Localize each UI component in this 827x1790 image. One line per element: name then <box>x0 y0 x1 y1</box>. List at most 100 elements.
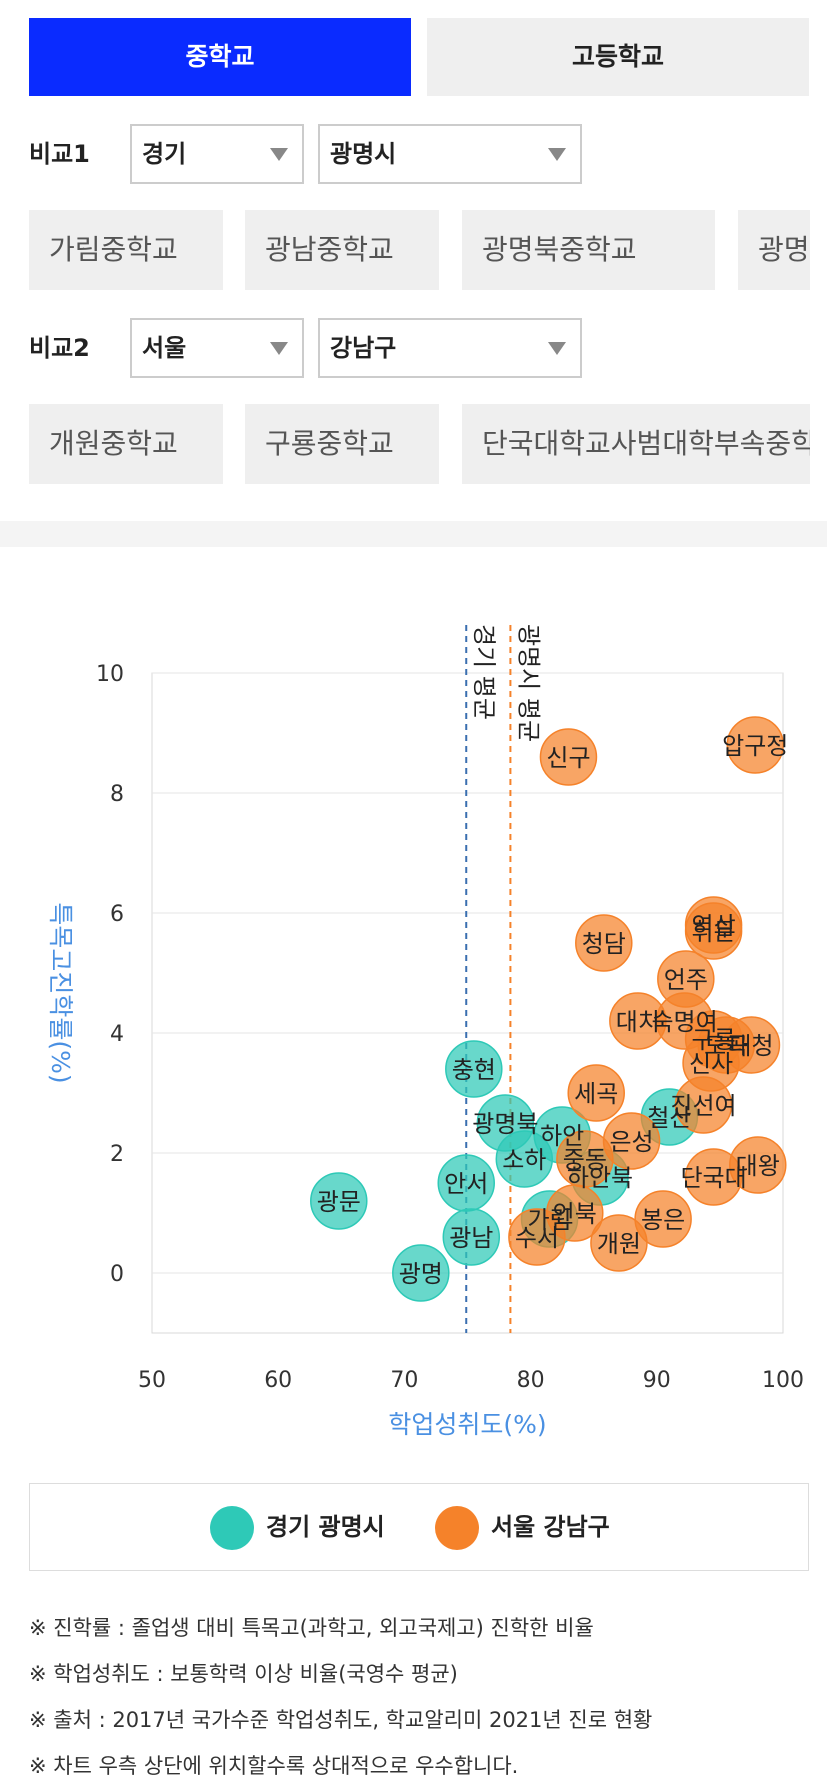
compare1-school-chip[interactable]: 광명북중학교 <box>462 210 715 290</box>
data-point-label: 소하 <box>502 1146 546 1174</box>
compare1-region-select[interactable]: 경기 <box>130 124 304 184</box>
y-axis-title: 특목고진학률(%) <box>46 902 75 1083</box>
data-point-label: 대청 <box>729 1032 773 1060</box>
footnote: ※ 차트 우측 상단에 위치할수록 상대적으로 우수합니다. <box>29 1754 519 1778</box>
legend-dot-icon <box>435 1506 479 1550</box>
chevron-down-icon <box>270 148 288 161</box>
y-tick-label: 8 <box>110 782 124 807</box>
legend-label: 서울 강남구 <box>491 1513 610 1541</box>
y-tick-label: 6 <box>110 902 124 927</box>
data-point-label: 중동 <box>563 1146 607 1174</box>
data-point-label: 신사 <box>689 1050 733 1078</box>
compare1-school-list: 가림중학교 광남중학교 광명북중학교 광명중학교 <box>29 210 810 290</box>
footnotes: ※ 진학률 : 졸업생 대비 특목고(과학고, 외고국제고) 진학한 비율 ※ … <box>29 1605 819 1789</box>
y-tick-label: 0 <box>110 1262 124 1287</box>
y-tick-label: 4 <box>110 1022 124 1047</box>
scatter-chart: 0 2 4 6 8 10 50 60 70 80 90 100 학업성취도(%) 특목고진학률(%) 경기 … <box>46 624 804 1439</box>
data-point-label: 진선여 <box>670 1092 736 1120</box>
tab-high-school[interactable]: 고등학교 <box>427 18 809 96</box>
data-point <box>508 1208 566 1266</box>
data-point <box>539 728 598 786</box>
data-point-label: 안서 <box>444 1170 488 1198</box>
data-point <box>729 1136 787 1194</box>
data-point <box>575 914 633 972</box>
section-divider <box>0 521 827 547</box>
data-point <box>310 1172 368 1230</box>
x-tick-label: 90 <box>643 1368 671 1393</box>
footnote: ※ 진학률 : 졸업생 대비 특목고(과학고, 외고국제고) 진학한 비율 <box>29 1616 594 1640</box>
data-point-label: 가림 <box>527 1206 571 1234</box>
legend-dot-icon <box>210 1506 254 1550</box>
data-point-label: 대치 <box>616 1008 660 1036</box>
data-point <box>567 1064 625 1122</box>
compare1-district-select[interactable]: 광명시 <box>318 124 582 184</box>
data-point-label: 신구 <box>546 744 590 772</box>
data-point-label: 압구정 <box>722 732 788 760</box>
data-point-label: 하안북 <box>567 1164 633 1192</box>
y-tick-label: 2 <box>110 1142 124 1167</box>
compare1-school-chip[interactable]: 가림중학교 <box>29 210 223 290</box>
compare2-region-value: 서울 <box>142 334 187 362</box>
data-point-label: 숙명여 <box>651 1008 717 1036</box>
legend-label: 경기 광명시 <box>266 1513 385 1541</box>
compare2-row: 비교2 서울 강남구 <box>29 318 809 378</box>
chevron-down-icon <box>270 342 288 355</box>
x-tick-label: 80 <box>517 1368 545 1393</box>
data-point-label: 언주 <box>664 966 708 994</box>
chart-legend: 경기 광명시 서울 강남구 <box>29 1483 809 1571</box>
compare1-region-value: 경기 <box>142 140 187 168</box>
compare1-district-value: 광명시 <box>330 140 397 168</box>
reference-line-label: 광명시 평균 <box>514 624 542 742</box>
data-point <box>726 716 784 774</box>
x-axis-title: 학업성취도(%) <box>388 1410 546 1439</box>
data-point-label: 휘문 <box>692 918 736 946</box>
y-tick-label: 10 <box>96 662 124 687</box>
data-point-label: 수서 <box>515 1224 559 1252</box>
compare2-school-list: 개원중학교 구룡중학교 단국대학교사범대학부속중학교 <box>29 404 810 484</box>
data-point-label: 광명 <box>399 1260 443 1288</box>
data-point-label: 언북 <box>553 1200 597 1228</box>
data-point-label: 구룡 <box>692 1026 736 1054</box>
x-tick-label: 60 <box>264 1368 292 1393</box>
chevron-down-icon <box>548 148 566 161</box>
data-point-label: 단국대 <box>680 1164 746 1192</box>
data-point-label: 은성 <box>609 1128 653 1156</box>
data-point <box>445 1040 503 1098</box>
data-point <box>674 1076 733 1134</box>
data-point-label: 충현 <box>452 1056 496 1084</box>
data-point-label: 광명북 <box>472 1110 538 1138</box>
x-tick-label: 50 <box>138 1368 166 1393</box>
data-point-label: 광문 <box>317 1188 361 1216</box>
compare2-region-select[interactable]: 서울 <box>130 318 304 378</box>
x-tick-label: 100 <box>762 1368 804 1393</box>
compare2-school-chip[interactable]: 구룡중학교 <box>245 404 439 484</box>
reference-line-label: 경기 평균 <box>470 624 498 720</box>
data-point <box>602 1112 661 1170</box>
compare2-school-chip[interactable]: 개원중학교 <box>29 404 223 484</box>
data-point-label: 광남 <box>449 1224 493 1252</box>
data-point-label: 개원 <box>597 1230 641 1258</box>
tab-middle-school[interactable]: 중학교 <box>29 18 411 96</box>
x-tick-label: 70 <box>390 1368 418 1393</box>
compare1-label: 비교1 <box>29 140 90 168</box>
compare1-row: 비교1 경기 광명시 <box>29 124 809 184</box>
chevron-down-icon <box>548 342 566 355</box>
data-point-label: 대왕 <box>736 1152 780 1180</box>
compare2-school-chip[interactable]: 단국대학교사범대학부속중학교 <box>462 404 810 484</box>
footnote: ※ 학업성취도 : 보통학력 이상 비율(국영수 평균) <box>29 1662 458 1686</box>
data-point-label: 철산 <box>647 1104 691 1132</box>
data-point-label: 청담 <box>582 930 626 958</box>
data-point <box>634 1190 692 1248</box>
footnote: ※ 출처 : 2017년 국가수준 학업성취도, 학교알리미 2021년 진로 … <box>29 1708 653 1732</box>
compare2-label: 비교2 <box>29 334 90 362</box>
data-point <box>437 1154 495 1212</box>
data-point <box>590 1214 648 1272</box>
data-point-label: 역삼 <box>692 912 736 940</box>
data-point-label: 하안 <box>540 1122 584 1150</box>
compare2-district-select[interactable]: 강남구 <box>318 318 582 378</box>
compare1-school-chip[interactable]: 광명중학교 <box>738 210 810 290</box>
school-level-tabs: 중학교 고등학교 <box>29 18 809 96</box>
compare1-school-chip[interactable]: 광남중학교 <box>245 210 439 290</box>
data-point-label: 봉은 <box>641 1206 685 1234</box>
data-point-label: 세곡 <box>574 1080 618 1108</box>
